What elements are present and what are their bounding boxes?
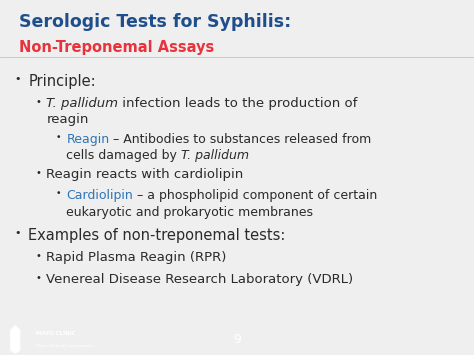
Text: Mayo Medical Laboratories: Mayo Medical Laboratories (36, 344, 94, 348)
Text: Reagin reacts with cardiolipin: Reagin reacts with cardiolipin (46, 168, 244, 181)
Text: T. pallidum: T. pallidum (46, 97, 118, 110)
Text: – a phospholipid component of certain: – a phospholipid component of certain (133, 190, 377, 202)
Text: •: • (36, 273, 41, 283)
Text: Examples of non-treponemal tests:: Examples of non-treponemal tests: (28, 228, 286, 243)
Text: – Antibodies to substances released from: – Antibodies to substances released from (109, 133, 372, 146)
Text: 9: 9 (233, 333, 241, 346)
Polygon shape (10, 325, 20, 354)
Text: •: • (56, 133, 62, 142)
Text: infection leads to the production of: infection leads to the production of (118, 97, 358, 110)
Text: •: • (14, 75, 21, 84)
Text: •: • (36, 97, 41, 107)
Text: Rapid Plasma Reagin (RPR): Rapid Plasma Reagin (RPR) (46, 251, 227, 264)
Text: Serologic Tests for Syphilis:: Serologic Tests for Syphilis: (19, 13, 291, 31)
Text: Cardiolipin: Cardiolipin (66, 190, 133, 202)
Text: MAYO CLINIC: MAYO CLINIC (36, 331, 75, 336)
Text: Non-Treponemal Assays: Non-Treponemal Assays (19, 40, 214, 55)
Text: cells damaged by: cells damaged by (66, 149, 181, 162)
Text: Venereal Disease Research Laboratory (VDRL): Venereal Disease Research Laboratory (VD… (46, 273, 354, 286)
Text: •: • (36, 251, 41, 261)
Text: reagin: reagin (46, 113, 89, 126)
Text: eukaryotic and prokaryotic membranes: eukaryotic and prokaryotic membranes (66, 206, 313, 219)
Text: T. pallidum: T. pallidum (181, 149, 249, 162)
Text: •: • (36, 168, 41, 178)
Text: Principle:: Principle: (28, 75, 96, 89)
Text: •: • (56, 190, 62, 198)
Text: •: • (14, 228, 21, 238)
Text: Reagin: Reagin (66, 133, 109, 146)
